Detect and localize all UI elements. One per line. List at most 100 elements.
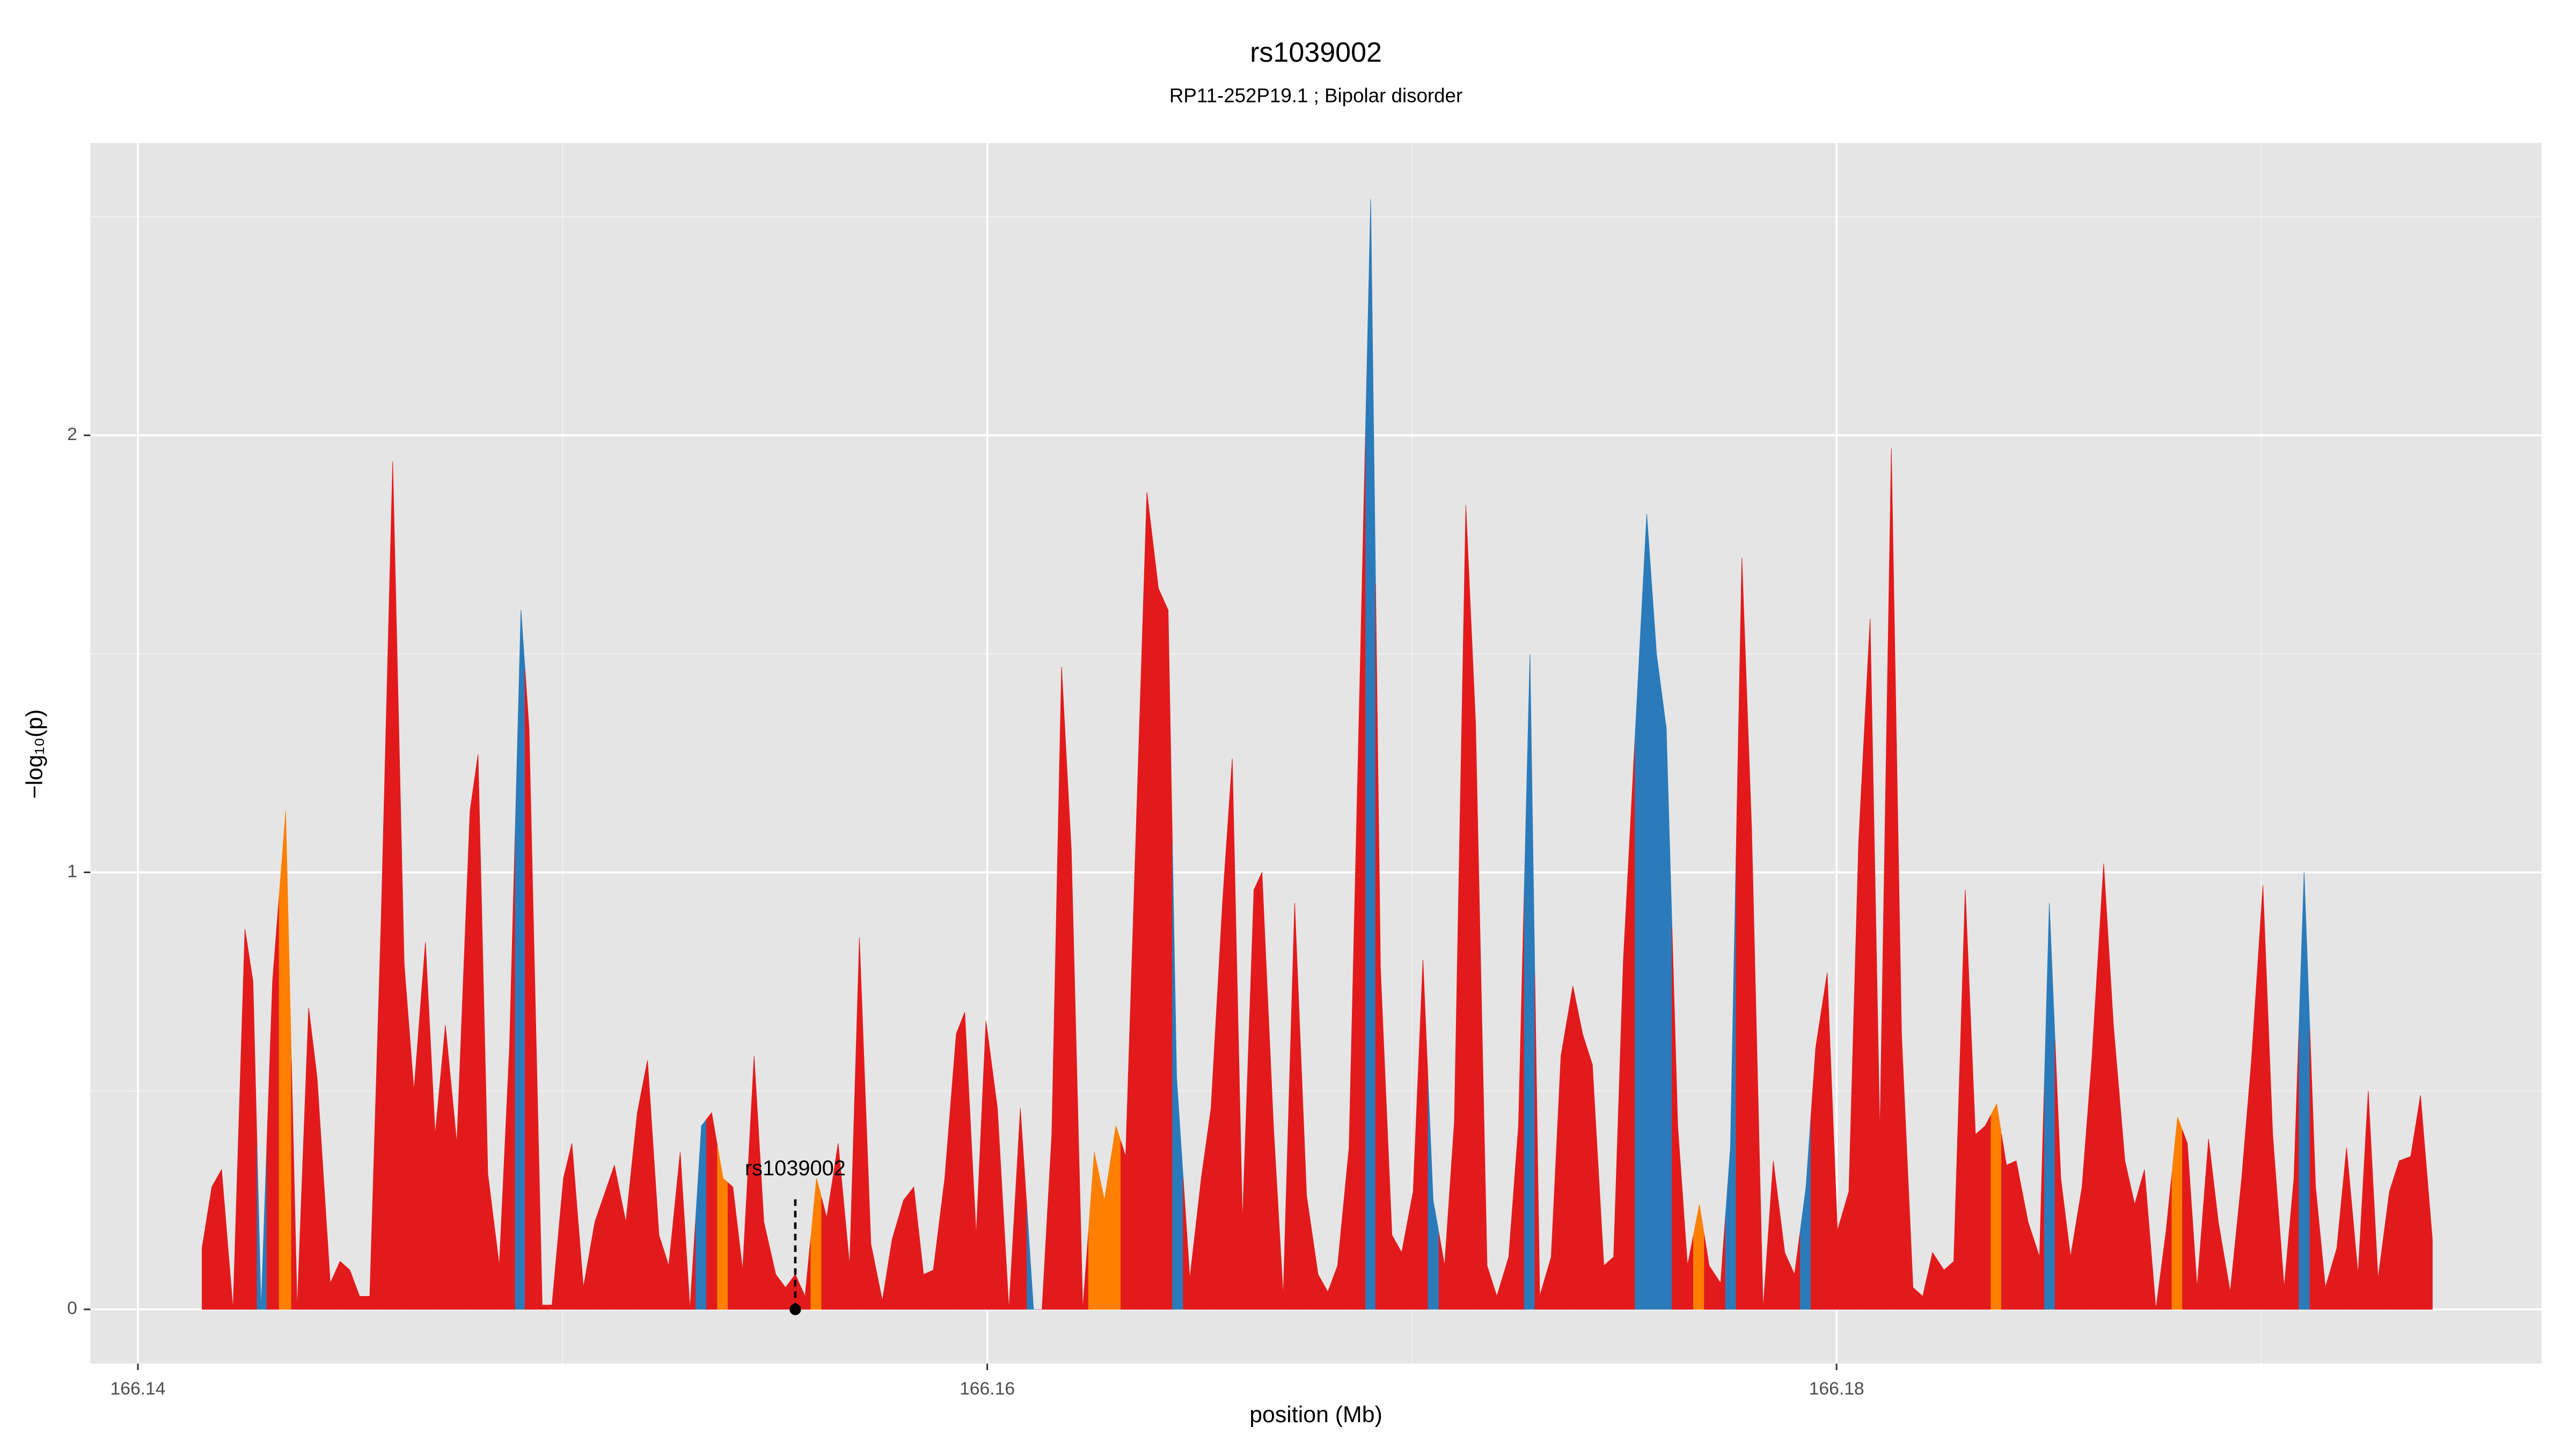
area-segment xyxy=(1460,505,1471,1310)
area-segment xyxy=(1375,584,1387,1310)
area-segment xyxy=(1661,691,1672,1310)
area-segment xyxy=(1704,1235,1715,1310)
area-segment xyxy=(1927,1252,1939,1310)
area-segment xyxy=(419,942,431,1310)
area-segment xyxy=(216,1168,228,1310)
area-segment xyxy=(1438,1194,1450,1310)
area-segment xyxy=(1354,426,1366,1310)
area-segment xyxy=(2213,1180,2225,1310)
area-segment xyxy=(1918,1274,1928,1310)
area-segment xyxy=(1651,583,1662,1310)
area-segment xyxy=(1608,1108,1619,1310)
area-segment xyxy=(302,1007,313,1310)
area-segment xyxy=(535,1016,547,1310)
area-segment xyxy=(1842,1016,1854,1310)
area-segment xyxy=(354,1283,365,1310)
area-segment xyxy=(706,1112,718,1310)
area-segment xyxy=(800,1237,811,1310)
area-segment xyxy=(1821,972,1833,1310)
area-segment xyxy=(1428,1080,1439,1310)
area-segment xyxy=(2011,1160,2023,1310)
area-segment xyxy=(810,1178,822,1310)
area-segment xyxy=(832,1143,844,1310)
area-segment xyxy=(1417,960,1429,1310)
area-segment xyxy=(1534,975,1546,1310)
area-segment xyxy=(335,1261,346,1310)
chart-title: rs1039002 xyxy=(1250,37,1382,68)
area-segment xyxy=(2257,885,2268,1310)
area-segment xyxy=(1449,813,1461,1310)
area-segment xyxy=(2320,1237,2332,1310)
area-segment xyxy=(1365,199,1376,1310)
area-segment xyxy=(1693,1204,1705,1310)
area-segment xyxy=(1577,1009,1588,1310)
area-segment xyxy=(991,1064,1004,1310)
area-segment xyxy=(1980,1115,1992,1310)
area-segment xyxy=(2161,1174,2172,1310)
area-segment xyxy=(1949,1075,1960,1310)
area-segment xyxy=(897,1192,909,1310)
area-segment xyxy=(1300,1049,1313,1310)
area-segment xyxy=(970,1123,982,1310)
area-segment xyxy=(1938,1260,1949,1310)
area-segment xyxy=(1810,1009,1822,1310)
area-segment xyxy=(1163,599,1173,1310)
area-segment xyxy=(1343,901,1355,1310)
area-segment xyxy=(238,929,250,1310)
area-segment xyxy=(2426,1167,2433,1310)
area-segment xyxy=(1800,1117,1811,1310)
area-segment xyxy=(1386,1101,1397,1310)
area-segment xyxy=(960,1012,971,1310)
area-segment xyxy=(2404,1125,2416,1310)
area-segment xyxy=(1088,1152,1100,1310)
plot-panel xyxy=(90,143,2542,1364)
area-segment xyxy=(1545,1156,1556,1310)
area-segment xyxy=(876,1270,888,1310)
area-segment xyxy=(780,1280,791,1310)
area-segment xyxy=(887,1219,898,1310)
area-segment xyxy=(227,1119,239,1310)
area-segment xyxy=(908,1186,919,1310)
area-segment xyxy=(515,610,525,1310)
area-segment xyxy=(1864,619,1876,1310)
area-segment xyxy=(1267,999,1279,1310)
area-segment xyxy=(1216,831,1228,1310)
area-segment xyxy=(1491,1276,1503,1310)
area-segment xyxy=(2383,1176,2395,1310)
area-segment xyxy=(1237,990,1249,1310)
area-segment xyxy=(1289,903,1301,1310)
area-segment xyxy=(769,1248,781,1310)
area-segment xyxy=(2150,1239,2162,1310)
area-segment xyxy=(1959,890,1971,1310)
area-segment xyxy=(844,1102,855,1310)
area-segment xyxy=(854,938,866,1310)
area-segment xyxy=(323,1180,336,1310)
area-segment xyxy=(1990,1103,2002,1310)
area-segment xyxy=(1027,1209,1038,1310)
area-segment xyxy=(604,1164,620,1310)
area-segment xyxy=(1907,1160,1919,1310)
area-segment xyxy=(1970,1012,1981,1310)
area-segment xyxy=(2331,1198,2342,1310)
chart-subtitle: RP11-252P19.1 ; Bipolar disorder xyxy=(1169,84,1462,106)
area-segment xyxy=(2044,903,2055,1310)
area-segment xyxy=(546,1241,558,1310)
area-segment xyxy=(674,1152,686,1310)
area-segment xyxy=(504,829,516,1310)
area-segment xyxy=(1120,824,1137,1310)
area-segment xyxy=(1885,448,1897,1310)
area-segment xyxy=(821,1180,833,1310)
area-segment xyxy=(653,1147,664,1310)
area-segment xyxy=(1875,791,1886,1310)
area-segment xyxy=(1278,1099,1290,1310)
area-segment xyxy=(1470,614,1482,1310)
area-segment xyxy=(1206,1005,1217,1310)
area-segment xyxy=(685,1217,696,1310)
area-segment xyxy=(2108,944,2120,1310)
area-segment xyxy=(1056,667,1067,1310)
area-segment xyxy=(1110,1125,1121,1310)
y-tick-label: 0 xyxy=(67,1299,77,1319)
y-tick-label: 1 xyxy=(67,861,77,881)
area-segment xyxy=(440,1025,452,1310)
area-segment xyxy=(2341,1147,2353,1310)
